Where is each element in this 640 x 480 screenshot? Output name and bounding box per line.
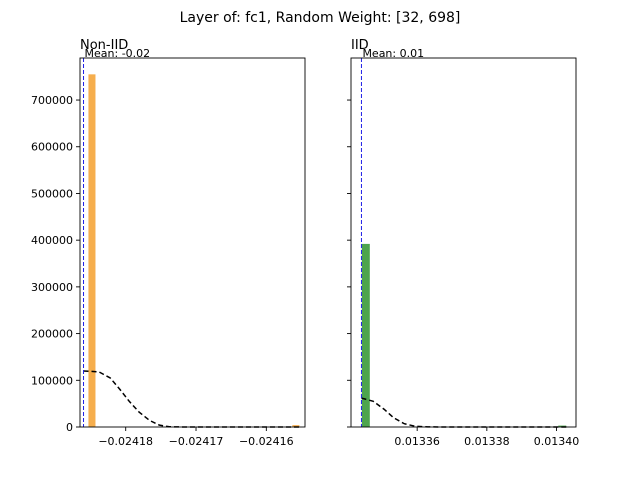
histogram-bar [292, 425, 300, 427]
x-tick-label: 0.01336 [394, 435, 440, 448]
x-tick-label: −0.02418 [98, 435, 153, 448]
figure-title: Layer of: fc1, Random Weight: [32, 698] [180, 10, 461, 26]
histogram-bar [88, 74, 96, 427]
axes-frame [79, 57, 306, 428]
axes-frame [350, 57, 577, 428]
y-tick-label: 300000 [31, 281, 73, 294]
subplot-non-iid: 0 100000 200000 300000 400000 500000 600000 700… [31, 38, 306, 448]
subplot-title: IID [351, 38, 369, 53]
y-tick-label: 100000 [31, 374, 73, 387]
y-tick-label: 600000 [31, 141, 73, 154]
x-tick-label: 0.01338 [464, 435, 510, 448]
histogram-bar [361, 243, 370, 427]
kde-curve [83, 370, 300, 428]
x-tick-label: −0.02417 [169, 435, 224, 448]
y-tick-label: 700000 [31, 94, 73, 107]
subplots: 0 100000 200000 300000 400000 500000 600000 700… [31, 38, 579, 448]
x-tick-label: 0.01340 [534, 435, 580, 448]
y-tick-label: 400000 [31, 234, 73, 247]
subplot-title: Non-IID [80, 38, 128, 53]
y-tick-label: 0 [66, 421, 73, 434]
mean-label: Mean: 0.01 [362, 47, 424, 60]
x-tick-label: −0.02416 [239, 435, 294, 448]
y-tick-label: 500000 [31, 187, 73, 200]
kde-curve [361, 397, 567, 428]
y-tick-label: 200000 [31, 328, 73, 341]
mean-label: Mean: -0.02 [85, 47, 151, 60]
